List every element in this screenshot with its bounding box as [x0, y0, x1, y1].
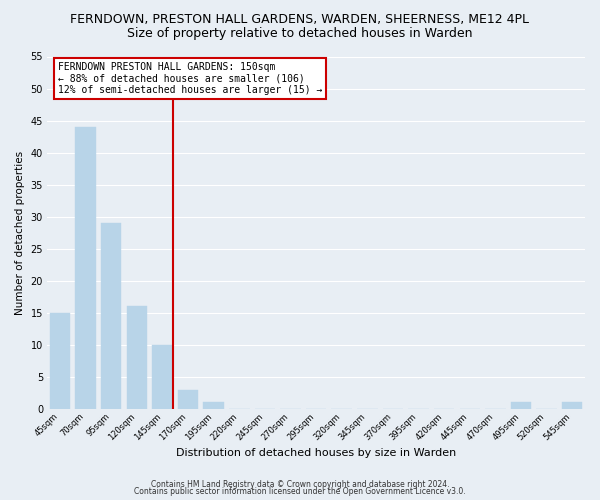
Text: FERNDOWN, PRESTON HALL GARDENS, WARDEN, SHEERNESS, ME12 4PL: FERNDOWN, PRESTON HALL GARDENS, WARDEN, …: [71, 12, 530, 26]
Bar: [50, 313, 70, 409]
Bar: [127, 306, 147, 409]
Bar: [511, 402, 531, 409]
Text: Contains HM Land Registry data © Crown copyright and database right 2024.: Contains HM Land Registry data © Crown c…: [151, 480, 449, 489]
Bar: [178, 390, 199, 409]
Y-axis label: Number of detached properties: Number of detached properties: [15, 150, 25, 314]
Bar: [203, 402, 224, 409]
Bar: [152, 345, 173, 409]
Bar: [101, 223, 121, 409]
Text: Size of property relative to detached houses in Warden: Size of property relative to detached ho…: [127, 28, 473, 40]
Bar: [562, 402, 583, 409]
X-axis label: Distribution of detached houses by size in Warden: Distribution of detached houses by size …: [176, 448, 456, 458]
Text: FERNDOWN PRESTON HALL GARDENS: 150sqm
← 88% of detached houses are smaller (106): FERNDOWN PRESTON HALL GARDENS: 150sqm ← …: [58, 62, 322, 95]
Text: Contains public sector information licensed under the Open Government Licence v3: Contains public sector information licen…: [134, 487, 466, 496]
Bar: [76, 127, 96, 409]
